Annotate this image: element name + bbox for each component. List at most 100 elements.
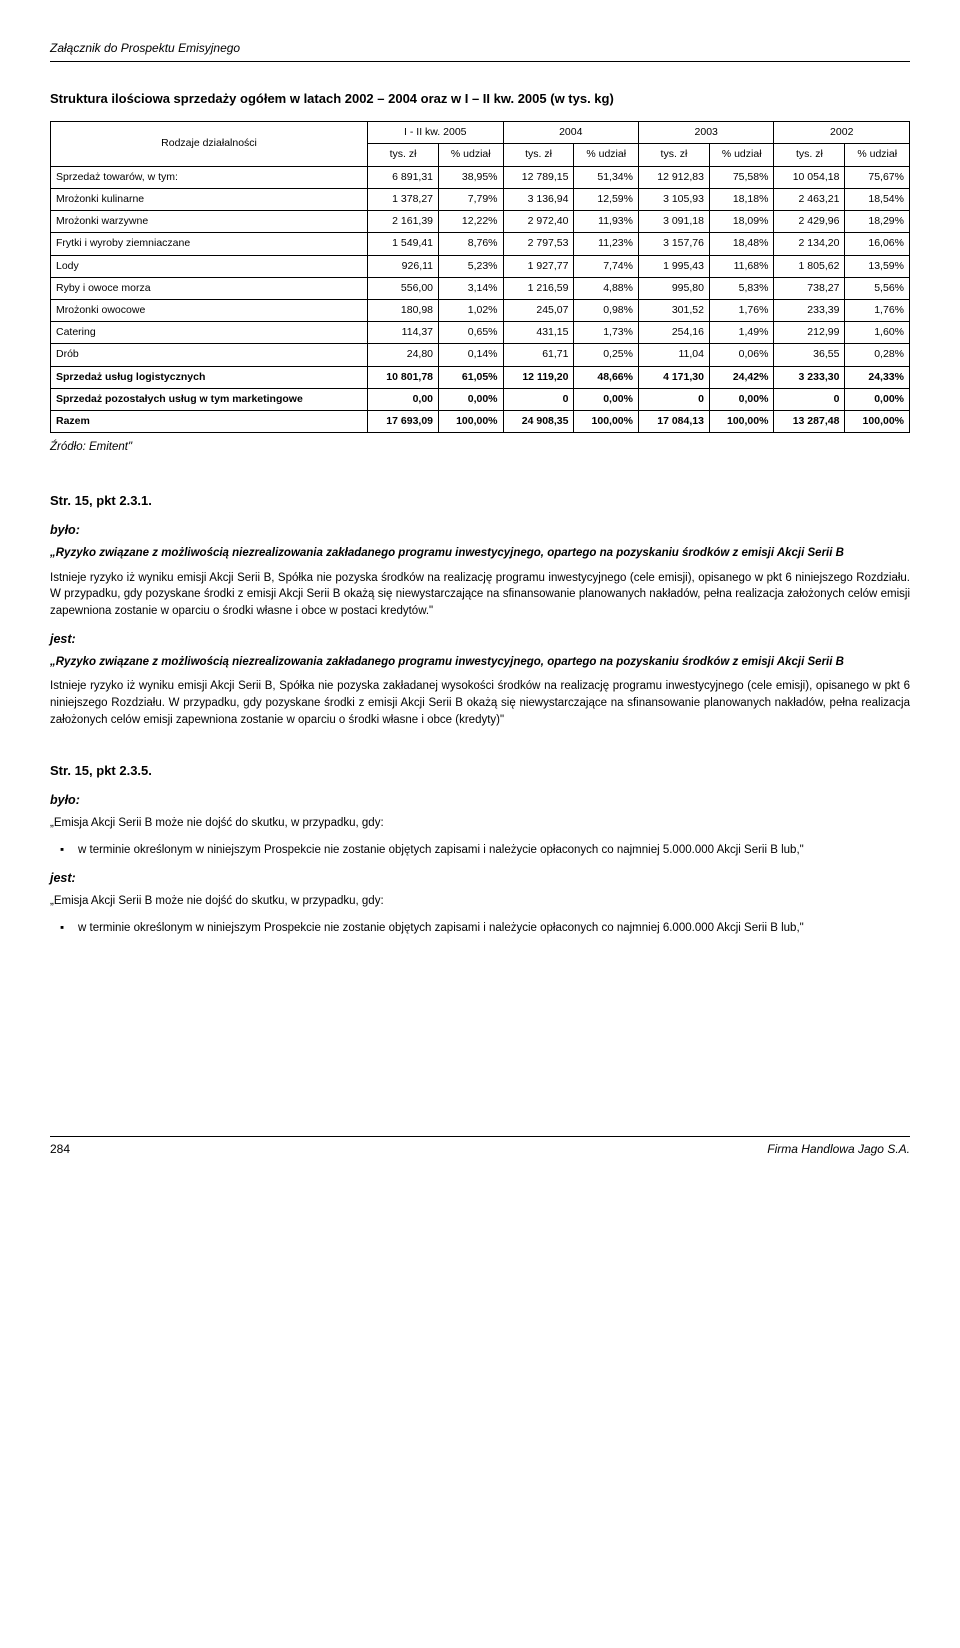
cell-6-2: 245,07 bbox=[503, 299, 574, 321]
cell-9-1: 61,05% bbox=[439, 366, 504, 388]
cell-9-5: 24,42% bbox=[709, 366, 774, 388]
cell-3-0: 1 549,41 bbox=[368, 233, 439, 255]
cell-1-3: 12,59% bbox=[574, 188, 639, 210]
cell-4-6: 1 805,62 bbox=[774, 255, 845, 277]
cell-3-3: 11,23% bbox=[574, 233, 639, 255]
cell-9-2: 12 119,20 bbox=[503, 366, 574, 388]
year-col-1: 2004 bbox=[503, 122, 638, 144]
cell-7-3: 1,73% bbox=[574, 322, 639, 344]
cell-1-2: 3 136,94 bbox=[503, 188, 574, 210]
cell-8-6: 36,55 bbox=[774, 344, 845, 366]
cell-4-0: 926,11 bbox=[368, 255, 439, 277]
cell-8-4: 11,04 bbox=[638, 344, 709, 366]
cell-0-6: 10 054,18 bbox=[774, 166, 845, 188]
cell-9-3: 48,66% bbox=[574, 366, 639, 388]
cell-2-0: 2 161,39 bbox=[368, 211, 439, 233]
cell-1-5: 18,18% bbox=[709, 188, 774, 210]
row-label-0: Sprzedaż towarów, w tym: bbox=[51, 166, 368, 188]
cell-8-2: 61,71 bbox=[503, 344, 574, 366]
cell-11-1: 100,00% bbox=[439, 411, 504, 433]
cell-7-7: 1,60% bbox=[845, 322, 910, 344]
cell-3-6: 2 134,20 bbox=[774, 233, 845, 255]
row-label-7: Catering bbox=[51, 322, 368, 344]
row-label-6: Mrożonki owocowe bbox=[51, 299, 368, 321]
section-2-jest-lead: „Emisja Akcji Serii B może nie dojść do … bbox=[50, 893, 910, 910]
row-label-1: Mrożonki kulinarne bbox=[51, 188, 368, 210]
cell-1-7: 18,54% bbox=[845, 188, 910, 210]
cell-5-0: 556,00 bbox=[368, 277, 439, 299]
cell-7-2: 431,15 bbox=[503, 322, 574, 344]
cell-11-3: 100,00% bbox=[574, 411, 639, 433]
cell-10-7: 0,00% bbox=[845, 388, 910, 410]
subheader-3: % udział bbox=[574, 144, 639, 166]
cell-7-0: 114,37 bbox=[368, 322, 439, 344]
cell-8-0: 24,80 bbox=[368, 344, 439, 366]
cell-4-3: 7,74% bbox=[574, 255, 639, 277]
cell-5-1: 3,14% bbox=[439, 277, 504, 299]
row-label-10: Sprzedaż pozostałych usług w tym marketi… bbox=[51, 388, 368, 410]
cell-6-1: 1,02% bbox=[439, 299, 504, 321]
cell-0-5: 75,58% bbox=[709, 166, 774, 188]
section-2-ref: Str. 15, pkt 2.3.5. bbox=[50, 762, 910, 781]
cell-9-0: 10 801,78 bbox=[368, 366, 439, 388]
row-label-5: Ryby i owoce morza bbox=[51, 277, 368, 299]
cell-4-4: 1 995,43 bbox=[638, 255, 709, 277]
row-label-3: Frytki i wyroby ziemniaczane bbox=[51, 233, 368, 255]
cell-10-3: 0,00% bbox=[574, 388, 639, 410]
section-1-bylo-title: „Ryzyko związane z możliwością niezreali… bbox=[50, 545, 910, 562]
cell-11-7: 100,00% bbox=[845, 411, 910, 433]
section-2-jest-bullet: w terminie określonym w niniejszym Prosp… bbox=[78, 920, 910, 937]
cell-5-4: 995,80 bbox=[638, 277, 709, 299]
cell-0-1: 38,95% bbox=[439, 166, 504, 188]
cell-3-2: 2 797,53 bbox=[503, 233, 574, 255]
cell-8-7: 0,28% bbox=[845, 344, 910, 366]
cell-6-6: 233,39 bbox=[774, 299, 845, 321]
cell-10-5: 0,00% bbox=[709, 388, 774, 410]
section-1-ref: Str. 15, pkt 2.3.1. bbox=[50, 492, 910, 511]
cell-2-2: 2 972,40 bbox=[503, 211, 574, 233]
page-number: 284 bbox=[50, 1141, 70, 1158]
cell-3-4: 3 157,76 bbox=[638, 233, 709, 255]
cell-11-5: 100,00% bbox=[709, 411, 774, 433]
cell-4-1: 5,23% bbox=[439, 255, 504, 277]
cell-3-1: 8,76% bbox=[439, 233, 504, 255]
subheader-5: % udział bbox=[709, 144, 774, 166]
cell-0-0: 6 891,31 bbox=[368, 166, 439, 188]
cell-3-5: 18,48% bbox=[709, 233, 774, 255]
section-2-bylo-lead: „Emisja Akcji Serii B może nie dojść do … bbox=[50, 815, 910, 832]
cell-11-4: 17 084,13 bbox=[638, 411, 709, 433]
subheader-6: tys. zł bbox=[774, 144, 845, 166]
row-label-11: Razem bbox=[51, 411, 368, 433]
cell-10-6: 0 bbox=[774, 388, 845, 410]
cell-0-4: 12 912,83 bbox=[638, 166, 709, 188]
section-1-jest-body: Istnieje ryzyko iż wyniku emisji Akcji S… bbox=[50, 678, 910, 728]
cell-3-7: 16,06% bbox=[845, 233, 910, 255]
cell-6-4: 301,52 bbox=[638, 299, 709, 321]
cell-1-6: 2 463,21 bbox=[774, 188, 845, 210]
cell-1-4: 3 105,93 bbox=[638, 188, 709, 210]
cell-5-5: 5,83% bbox=[709, 277, 774, 299]
cell-5-3: 4,88% bbox=[574, 277, 639, 299]
cell-7-6: 212,99 bbox=[774, 322, 845, 344]
cell-9-4: 4 171,30 bbox=[638, 366, 709, 388]
cell-6-3: 0,98% bbox=[574, 299, 639, 321]
cell-5-2: 1 216,59 bbox=[503, 277, 574, 299]
cell-2-3: 11,93% bbox=[574, 211, 639, 233]
cell-4-5: 11,68% bbox=[709, 255, 774, 277]
cell-7-5: 1,49% bbox=[709, 322, 774, 344]
page-footer: 284 Firma Handlowa Jago S.A. bbox=[50, 1136, 910, 1158]
section-1-bylo-body: Istnieje ryzyko iż wyniku emisji Akcji S… bbox=[50, 570, 910, 620]
section-2-bylo-label: było: bbox=[50, 791, 910, 809]
cell-2-4: 3 091,18 bbox=[638, 211, 709, 233]
cell-8-5: 0,06% bbox=[709, 344, 774, 366]
cell-7-4: 254,16 bbox=[638, 322, 709, 344]
row-label-4: Lody bbox=[51, 255, 368, 277]
cell-5-6: 738,27 bbox=[774, 277, 845, 299]
cell-9-6: 3 233,30 bbox=[774, 366, 845, 388]
cell-6-7: 1,76% bbox=[845, 299, 910, 321]
section-1-bylo-label: było: bbox=[50, 521, 910, 539]
cell-10-2: 0 bbox=[503, 388, 574, 410]
table-corner: Rodzaje działalności bbox=[51, 122, 368, 166]
cell-9-7: 24,33% bbox=[845, 366, 910, 388]
cell-0-2: 12 789,15 bbox=[503, 166, 574, 188]
